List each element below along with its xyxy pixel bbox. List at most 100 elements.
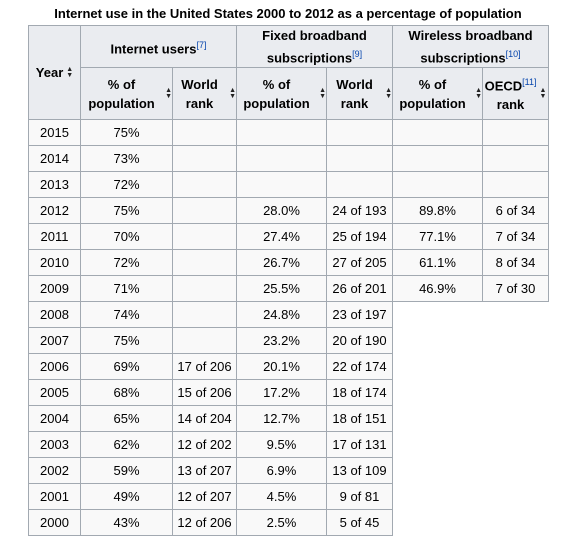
sort-icon[interactable]: ▲ ▼ xyxy=(475,86,482,100)
cell-iu-pct: 65% xyxy=(80,405,173,433)
table-row: 2005 68% 15 of 206 17.2% 18 of 174 xyxy=(28,379,549,407)
cell-iu-rank xyxy=(172,327,237,355)
fb-pct-header[interactable]: % of population ▲ ▼ xyxy=(236,67,327,121)
cell-wb-rank xyxy=(482,145,549,173)
cell-fb-pct: 12.7% xyxy=(236,405,327,433)
cell-iu-pct: 75% xyxy=(80,119,173,147)
cell-wb-pct: 77.1% xyxy=(392,223,483,251)
cell-fb-rank: 9 of 81 xyxy=(326,483,393,511)
cell-fb-pct: 23.2% xyxy=(236,327,327,355)
iu-rank-header[interactable]: World rank ▲ ▼ xyxy=(172,67,237,121)
fixed-broadband-ref-link[interactable]: [9] xyxy=(352,49,363,59)
table-row: 2013 72% xyxy=(28,171,549,199)
cell-iu-rank xyxy=(172,249,237,277)
cell-fb-rank: 20 of 190 xyxy=(326,327,393,355)
iu-pct-header[interactable]: % of population ▲ ▼ xyxy=(80,67,173,121)
cell-iu-pct: 62% xyxy=(80,431,173,459)
sort-icon[interactable]: ▲ ▼ xyxy=(229,86,236,100)
oecd-ref-link[interactable]: [11] xyxy=(522,77,537,88)
cell-iu-pct: 59% xyxy=(80,457,173,485)
cell-fb-rank: 27 of 205 xyxy=(326,249,393,277)
cell-iu-rank: 13 of 207 xyxy=(172,457,237,485)
cell-fb-rank: 24 of 193 xyxy=(326,197,393,225)
cell-iu-rank xyxy=(172,171,237,199)
cell-fb-pct xyxy=(236,145,327,173)
cell-year: 2013 xyxy=(28,171,81,199)
sort-icon[interactable]: ▲ ▼ xyxy=(66,65,74,79)
cell-fb-pct: 17.2% xyxy=(236,379,327,407)
cell-iu-pct: 73% xyxy=(80,145,173,173)
cell-iu-rank: 14 of 204 xyxy=(172,405,237,433)
cell-year: 2008 xyxy=(28,301,81,329)
cell-wb-rank: 6 of 34 xyxy=(482,197,549,225)
cell-iu-rank: 12 of 207 xyxy=(172,483,237,511)
cell-iu-pct: 68% xyxy=(80,379,173,407)
cell-wb-pct: 46.9% xyxy=(392,275,483,303)
cell-fb-rank: 26 of 201 xyxy=(326,275,393,303)
internet-users-ref-link[interactable]: [7] xyxy=(196,39,207,50)
table-row: 2000 43% 12 of 206 2.5% 5 of 45 xyxy=(28,509,549,536)
cell-year: 2004 xyxy=(28,405,81,433)
cell-iu-pct: 72% xyxy=(80,171,173,199)
cell-fb-pct: 26.7% xyxy=(236,249,327,277)
cell-fb-pct: 28.0% xyxy=(236,197,327,225)
cell-iu-rank xyxy=(172,197,237,225)
cell-fb-rank: 17 of 131 xyxy=(326,431,393,459)
cell-fb-pct: 27.4% xyxy=(236,223,327,251)
wireless-broadband-ref-link[interactable]: [10] xyxy=(505,49,521,59)
cell-year: 2002 xyxy=(28,457,81,485)
table-row: 2014 73% xyxy=(28,145,549,173)
rank-label: rank xyxy=(496,97,525,113)
cell-wb-rank xyxy=(482,171,549,199)
cell-fb-pct: 24.8% xyxy=(236,301,327,329)
table-row: 2002 59% 13 of 207 6.9% 13 of 109 xyxy=(28,457,549,485)
table-row: 2012 75% 28.0% 24 of 193 89.8% 6 of 34 xyxy=(28,197,549,225)
cell-fb-pct: 2.5% xyxy=(236,509,327,536)
cell-fb-rank: 23 of 197 xyxy=(326,301,393,329)
cell-wb-pct xyxy=(392,119,483,147)
table-row: 2006 69% 17 of 206 20.1% 22 of 174 xyxy=(28,353,549,381)
cell-year: 2001 xyxy=(28,483,81,511)
fb-rank-header[interactable]: World rank ▲ ▼ xyxy=(326,67,393,121)
wireless-broadband-label: Wireless broadband subscriptions xyxy=(408,28,533,66)
cell-fb-rank: 18 of 151 xyxy=(326,405,393,433)
cell-iu-rank: 12 of 206 xyxy=(172,509,237,536)
wb-pct-label: % of population xyxy=(399,76,466,111)
cell-fb-rank xyxy=(326,145,393,173)
cell-wb-rank: 7 of 34 xyxy=(482,223,549,251)
cell-wb-pct: 89.8% xyxy=(392,197,483,225)
wb-pct-header[interactable]: % of population ▲ ▼ xyxy=(392,67,483,121)
wb-rank-header[interactable]: OECD[11] rank ▲ ▼ xyxy=(482,67,549,121)
cell-wb-pct xyxy=(392,145,483,173)
internet-use-table: Year ▲ ▼ Internet users[7] Fixed broadban… xyxy=(28,24,549,536)
cell-fb-rank xyxy=(326,119,393,147)
cell-iu-rank: 17 of 206 xyxy=(172,353,237,381)
cell-fb-pct xyxy=(236,119,327,147)
table-row: 2015 75% xyxy=(28,119,549,147)
table-caption: Internet use in the United States 2000 t… xyxy=(54,6,522,21)
cell-fb-rank: 5 of 45 xyxy=(326,509,393,536)
cell-year: 2007 xyxy=(28,327,81,355)
cell-year: 2000 xyxy=(28,509,81,536)
cell-iu-pct: 49% xyxy=(80,483,173,511)
cell-iu-pct: 43% xyxy=(80,509,173,536)
sort-icon[interactable]: ▲ ▼ xyxy=(385,86,392,100)
sort-icon[interactable]: ▲ ▼ xyxy=(319,86,326,100)
cell-fb-rank: 22 of 174 xyxy=(326,353,393,381)
table-row: 2007 75% 23.2% 20 of 190 xyxy=(28,327,549,355)
year-header[interactable]: Year ▲ ▼ xyxy=(28,24,81,121)
table-row: 2010 72% 26.7% 27 of 205 61.1% 8 of 34 xyxy=(28,249,549,277)
cell-iu-rank xyxy=(172,223,237,251)
cell-iu-rank xyxy=(172,145,237,173)
table-row: 2009 71% 25.5% 26 of 201 46.9% 7 of 30 xyxy=(28,275,549,303)
sort-icon[interactable]: ▲ ▼ xyxy=(539,86,547,100)
cell-year: 2015 xyxy=(28,119,81,147)
internet-users-group-header: Internet users[7] xyxy=(80,24,237,69)
table-row: 2008 74% 24.8% 23 of 197 xyxy=(28,301,549,536)
sort-icon[interactable]: ▲ ▼ xyxy=(165,86,172,100)
oecd-label: OECD xyxy=(484,78,523,94)
cell-fb-rank: 18 of 174 xyxy=(326,379,393,407)
cell-year: 2010 xyxy=(28,249,81,277)
cell-fb-pct: 9.5% xyxy=(236,431,327,459)
fb-rank-label: World rank xyxy=(336,76,373,111)
